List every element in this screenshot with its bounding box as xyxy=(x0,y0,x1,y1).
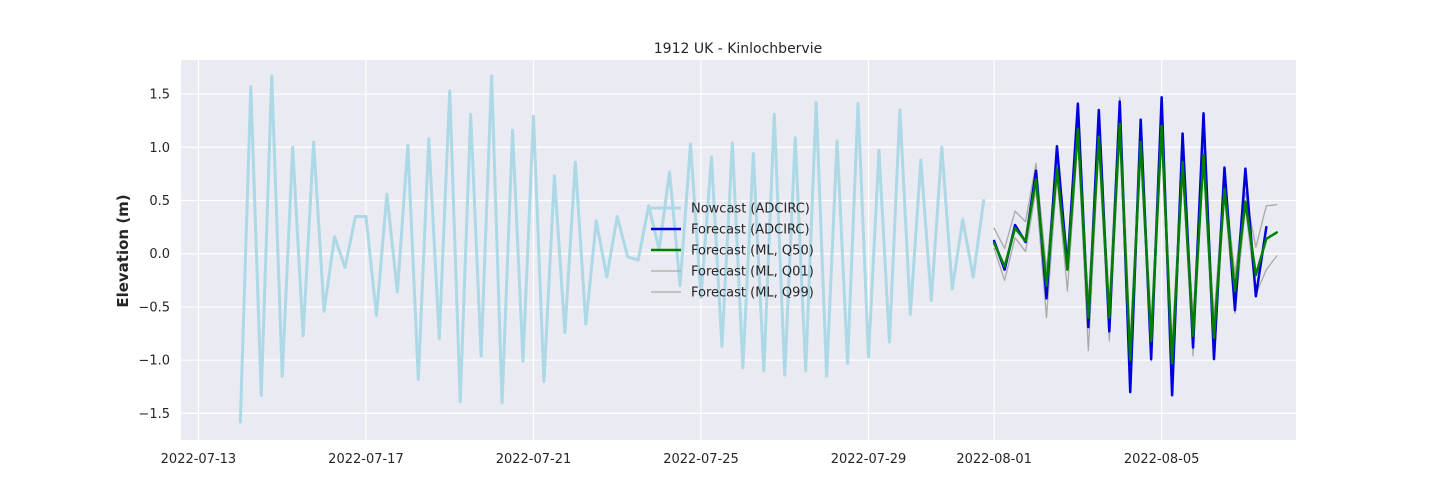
forecast-ml-q50-line xyxy=(992,122,1279,365)
y-axis: −1.5 −1.0 −0.5 0.0 0.5 1.0 1.5 xyxy=(138,88,170,422)
chart-title: 1912 UK - Kinlochbervie xyxy=(654,41,822,57)
legend-item-forecast-adcirc: Forecast (ADCIRC) xyxy=(651,223,810,238)
legend-item-forecast-ml-q99: Forecast (ML, Q99) xyxy=(651,286,814,301)
nowcast-adcirc-line xyxy=(238,74,986,424)
legend-label: Forecast (ML, Q01) xyxy=(691,265,814,280)
y-tick-label: −1.0 xyxy=(138,354,170,369)
y-tick-label: −1.5 xyxy=(138,407,170,422)
legend-item-nowcast-adcirc: Nowcast (ADCIRC) xyxy=(651,202,810,217)
x-tick-label: 2022-07-13 xyxy=(161,452,237,467)
legend-label: Nowcast (ADCIRC) xyxy=(691,202,810,217)
x-tick-label: 2022-07-17 xyxy=(328,452,404,467)
y-tick-label: 0.0 xyxy=(149,247,170,262)
x-tick-label: 2022-08-05 xyxy=(1124,452,1200,467)
x-tick-label: 2022-08-01 xyxy=(956,452,1032,467)
y-tick-label: 0.5 xyxy=(149,194,170,209)
y-axis-label: Elevation (m) xyxy=(114,194,132,307)
legend-item-forecast-ml-q50: Forecast (ML, Q50) xyxy=(651,244,814,259)
x-tick-label: 2022-07-21 xyxy=(496,452,572,467)
legend-label: Forecast (ML, Q99) xyxy=(691,286,814,301)
legend-item-forecast-ml-q01: Forecast (ML, Q01) xyxy=(651,265,814,280)
x-axis: 2022-07-13 2022-07-17 2022-07-21 2022-07-25… xyxy=(161,452,1200,467)
legend-label: Forecast (ADCIRC) xyxy=(691,223,810,238)
series-layer xyxy=(238,74,1279,424)
x-tick-label: 2022-07-29 xyxy=(831,452,907,467)
legend-label: Forecast (ML, Q50) xyxy=(691,244,814,259)
x-tick-label: 2022-07-25 xyxy=(663,452,739,467)
y-tick-label: 1.0 xyxy=(149,141,170,156)
legend: Nowcast (ADCIRC) Forecast (ADCIRC) Forecas… xyxy=(651,202,814,301)
y-tick-label: −0.5 xyxy=(138,300,170,315)
y-tick-label: 1.5 xyxy=(149,88,170,103)
